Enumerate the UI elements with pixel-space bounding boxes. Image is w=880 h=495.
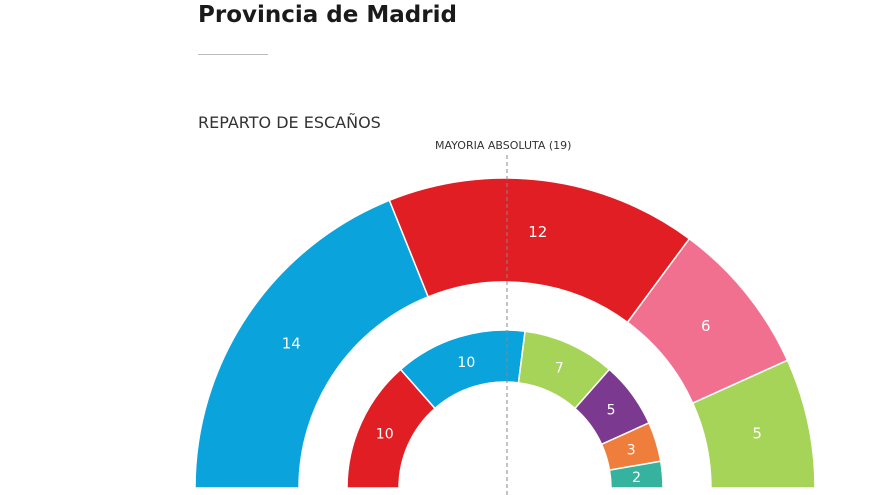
outer-ring-segment — [194, 199, 430, 489]
inner-ring-segment — [608, 460, 664, 489]
title-divider — [198, 54, 268, 55]
chart-subtitle: REPARTO DE ESCAÑOS — [198, 113, 381, 132]
page-title: Provincia de Madrid — [198, 2, 457, 28]
inner-ring-label: 10 — [457, 355, 475, 371]
outer-ring-label: 6 — [701, 317, 711, 335]
inner-ring-label: 7 — [555, 361, 564, 377]
inner-ring-label: 3 — [627, 442, 636, 458]
inner-ring-label: 10 — [376, 427, 394, 443]
inner-ring-label: 2 — [632, 470, 641, 486]
outer-ring-label: 5 — [752, 425, 762, 443]
majority-label: MAYORIA ABSOLUTA (19) — [435, 139, 572, 152]
outer-ring-label: 12 — [528, 223, 547, 241]
outer-ring-segment — [691, 359, 816, 489]
outer-ring-label: 14 — [282, 335, 301, 353]
inner-ring-label: 5 — [607, 403, 616, 419]
